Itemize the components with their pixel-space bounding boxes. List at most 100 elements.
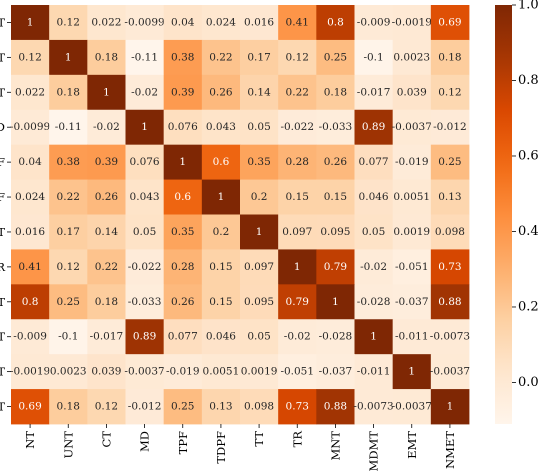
- cell-value-label: 0.18: [95, 51, 118, 63]
- cell-value-label: -0.037: [395, 296, 429, 308]
- heatmap-cell: [392, 74, 432, 111]
- cell-value-label: -0.02: [131, 86, 158, 98]
- cell-value-label: -0.1: [58, 331, 78, 343]
- heatmap-cell: [125, 319, 165, 355]
- heatmap-cell: [392, 249, 432, 285]
- cell-value-label: 0.076: [168, 121, 198, 133]
- heatmap-cell: [163, 354, 203, 390]
- heatmap-cell: [201, 144, 241, 180]
- cell-value-label: 0.18: [57, 86, 80, 98]
- heatmap-cell: [49, 319, 88, 355]
- y-tick-label: TPF: [0, 155, 5, 169]
- cell-value-label: 0.12: [286, 51, 309, 63]
- heatmap-cell: [430, 319, 470, 355]
- heatmap-cell: [11, 109, 50, 146]
- cell-value-label: -0.11: [131, 51, 158, 63]
- heatmap-cell: [201, 354, 241, 390]
- x-tick-label: MNT: [328, 431, 342, 461]
- y-tick-label: NT: [0, 15, 5, 29]
- heatmap-cell: [201, 389, 241, 425]
- heatmap-cell: [49, 249, 88, 285]
- heatmap-cell: [49, 109, 88, 146]
- heatmap-cell: [87, 39, 126, 76]
- colorbar-tick-label: 1.0: [518, 0, 539, 13]
- cell-value-label: 1: [65, 51, 72, 63]
- heatmap-cell: [87, 319, 126, 355]
- cell-value-label: 0.38: [57, 156, 80, 168]
- cell-value-label: 0.88: [438, 296, 461, 308]
- cell-value-label: 0.12: [57, 261, 80, 273]
- heatmap-cell: [354, 5, 394, 41]
- heatmap-cell: [430, 179, 470, 215]
- heatmap-cell: [278, 284, 317, 320]
- heatmap-cell: [87, 214, 126, 250]
- heatmap-cell: [240, 109, 279, 146]
- y-tick-label: TR: [0, 260, 5, 274]
- cell-value-label: 0.022: [91, 16, 121, 28]
- cell-value-label: 1: [294, 261, 301, 273]
- heatmap-cell: [163, 389, 203, 425]
- heatmap-cell: [392, 179, 432, 215]
- cell-value-label: 0.12: [18, 51, 41, 63]
- cell-value-label: 0.41: [286, 16, 309, 28]
- heatmap-cell: [125, 39, 165, 76]
- heatmap-cell: [392, 389, 432, 425]
- heatmap-cell: [354, 109, 394, 146]
- x-tick-label: EMT: [405, 431, 419, 459]
- cell-value-label: 0.15: [209, 261, 232, 273]
- cell-value-label: -0.012: [128, 401, 162, 413]
- cell-value-label: 0.14: [95, 226, 119, 238]
- heatmap-cell: [354, 39, 394, 76]
- heatmap-cell: [240, 74, 279, 111]
- y-tick-label: NMET: [0, 400, 5, 414]
- y-tick-label: TDPF: [0, 190, 5, 204]
- cell-value-label: 1: [256, 226, 263, 238]
- heatmap-cell: [354, 74, 394, 111]
- x-tick-label: MD: [138, 431, 152, 452]
- heatmap-cell: [354, 284, 394, 320]
- heatmap-cell: [125, 214, 165, 250]
- cell-value-label: -0.0073: [353, 401, 393, 413]
- cell-value-label: -0.02: [284, 331, 311, 343]
- cell-value-label: 0.35: [247, 156, 270, 168]
- heatmap-cell: [240, 284, 279, 320]
- heatmap-cell: [430, 214, 470, 250]
- heatmap-cell: [49, 389, 88, 425]
- heatmap-cell: [125, 144, 165, 180]
- heatmap-cell: [430, 354, 470, 390]
- heatmap-cell: [49, 39, 88, 76]
- heatmap-cell: [278, 144, 317, 180]
- cell-value-label: 0.39: [171, 86, 194, 98]
- cell-value-label: 0.15: [324, 191, 347, 203]
- heatmap-cell: [163, 144, 203, 180]
- cell-value-label: 0.024: [15, 191, 45, 203]
- cell-value-label: -0.009: [357, 16, 391, 28]
- x-tick-label: CT: [99, 431, 113, 448]
- cell-value-label: 0.89: [133, 331, 156, 343]
- heatmap-cell: [11, 179, 50, 215]
- heatmap-cell: [163, 319, 203, 355]
- heatmap-cell: [87, 389, 126, 425]
- heatmap-cell: [240, 5, 279, 41]
- heatmap-cell: [49, 214, 88, 250]
- heatmap-cell: [201, 249, 241, 285]
- cell-value-label: 1: [103, 86, 110, 98]
- y-tick-label: MD: [0, 120, 5, 134]
- heatmap-cell: [354, 144, 394, 180]
- cell-value-label: 0.13: [438, 191, 461, 203]
- cell-value-label: -0.02: [360, 261, 387, 273]
- heatmap-cell: [430, 284, 470, 320]
- cell-value-label: 0.2: [251, 191, 268, 203]
- cell-value-label: 0.8: [22, 296, 39, 308]
- heatmap-cell: [49, 179, 88, 215]
- cell-value-label: 0.25: [324, 51, 347, 63]
- cell-value-label: 0.095: [244, 296, 274, 308]
- heatmap-cell: [163, 179, 203, 215]
- heatmap-cell: [201, 5, 241, 41]
- heatmap-cell: [430, 109, 470, 146]
- y-tick-label: TT: [0, 225, 5, 239]
- cell-value-label: 0.0019: [241, 366, 278, 378]
- heatmap-cell: [201, 74, 241, 111]
- cell-value-label: 0.22: [209, 51, 232, 63]
- cell-value-label: 0.12: [438, 86, 461, 98]
